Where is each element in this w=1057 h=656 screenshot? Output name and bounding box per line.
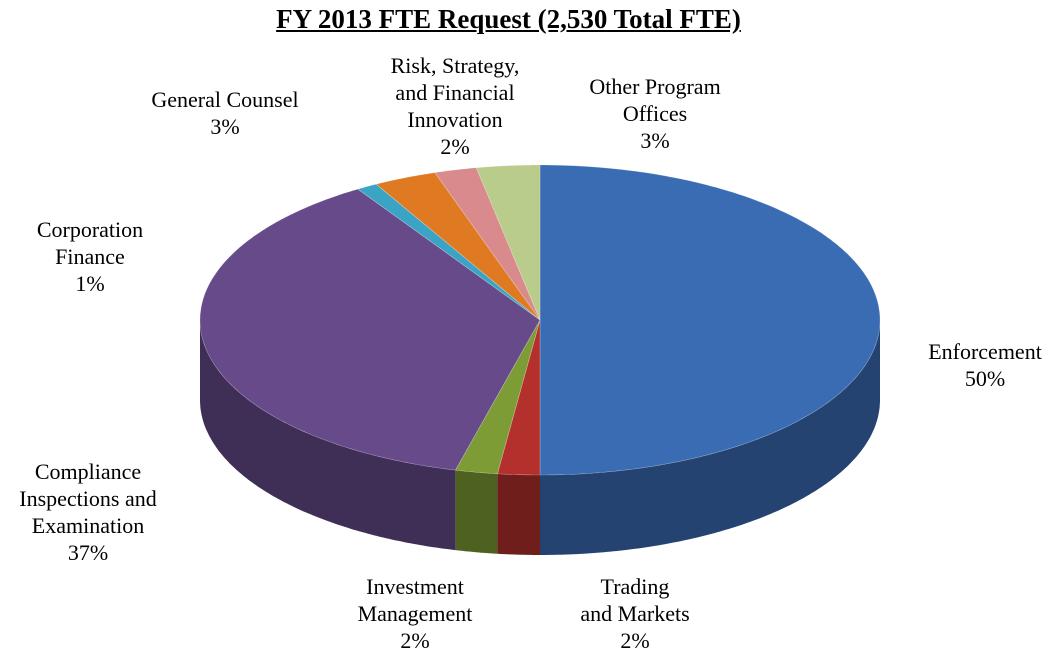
value-label: 3% [640,128,670,153]
slice-side [200,320,456,551]
slice [475,164,541,321]
slice-side [455,470,498,554]
data-label: Trading and Markets 2% [580,573,689,654]
slice-side [497,473,540,555]
data-label: Risk, Strategy, and Financial Innovation… [391,52,520,160]
category-label: Enforcement [928,339,1042,364]
slice [497,319,541,476]
data-label: General Counsel 3% [151,86,298,140]
value-label: 2% [620,628,650,653]
category-label: Risk, Strategy, and Financial Innovation [390,53,520,132]
data-label: Other Program Offices 3% [589,73,720,154]
category-label: Investment Management [357,574,473,626]
value-label: 1% [75,271,105,296]
category-label: General Counsel [151,87,299,112]
category-label: Trading and Markets [580,574,690,626]
value-label: 37% [67,540,109,565]
slice [357,183,541,321]
chart-title: FY 2013 FTE Request (2,530 Total FTE) [276,4,741,34]
slice [454,319,541,475]
value-label: 50% [964,366,1006,391]
category-label: Corporation Finance [36,217,144,269]
category-label: Other Program Offices [589,74,721,126]
slice [199,188,541,471]
data-label: Corporation Finance 1% [37,216,143,297]
value-label: 2% [440,134,470,159]
data-label: Compliance Inspections and Examination 37… [19,458,156,566]
slice [539,164,881,476]
category-label: Compliance Inspections and Examination [19,459,157,538]
slice-side [540,320,880,555]
value-label: 2% [400,628,430,653]
slice [434,167,541,321]
value-label: 3% [210,114,240,139]
slice [375,172,541,321]
data-label: Investment Management 2% [358,573,473,654]
data-label: Enforcement 50% [928,338,1042,392]
